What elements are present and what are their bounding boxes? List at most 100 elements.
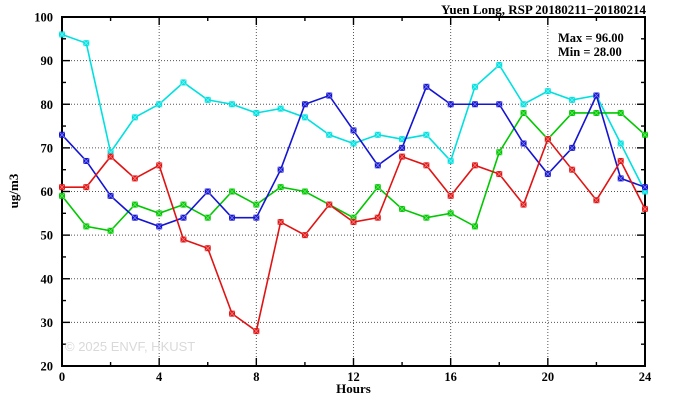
series-green-marker-cross [641,131,649,139]
series-red-marker-cross [180,236,187,243]
series-blue-marker [569,144,576,151]
y-tick-label: 20 [41,360,54,374]
series-red-marker-cross [228,310,236,317]
series-blue-marker-cross [617,175,624,182]
series-red-marker-cross [568,166,576,173]
series-cyan-marker-cross [83,39,90,47]
series-blue-marker-cross [253,214,260,221]
series-green-marker [83,223,90,230]
series-green-marker [350,214,357,221]
series-cyan-marker [301,114,308,121]
series-cyan-marker [569,96,576,103]
series-blue-marker [350,127,357,134]
series-cyan-marker-cross [520,100,527,108]
series-green-marker-cross [253,201,260,208]
series-red-marker [447,192,454,199]
series-cyan-marker-cross [180,79,187,86]
series-green-marker-cross [204,214,212,221]
series-green-marker [156,210,163,217]
x-tick-label: 12 [347,370,360,384]
series-blue-marker-cross [107,192,114,200]
series-blue-marker-cross [58,131,66,139]
y-tick-label: 40 [41,272,54,286]
x-tick-label: 24 [639,370,652,384]
series-cyan-marker [520,101,527,108]
series-green-marker [447,210,454,217]
series-cyan-marker [471,83,478,90]
series-red-marker-cross [204,244,212,252]
series-blue-marker-cross [471,100,479,108]
min-value-label: Min = 28.00 [558,45,622,59]
series-blue-marker [229,214,236,221]
series-blue-marker-cross [301,100,309,108]
series-blue-marker-cross [155,223,163,230]
series-cyan-marker [229,101,236,108]
series-green-marker-cross [471,223,479,230]
series-cyan-marker [544,88,551,95]
series-blue-marker-cross [568,144,576,152]
series-red-marker-cross [520,201,527,208]
series-red-marker-cross [83,183,90,191]
series-blue-marker-cross [228,214,236,221]
series-cyan-marker [180,79,187,86]
series-cyan-marker [107,149,114,156]
series-blue-marker [83,157,90,164]
series-green-marker-cross [447,210,454,217]
series-blue-marker [399,144,406,151]
series-cyan-marker [399,136,406,143]
series-green-marker-cross [423,214,430,221]
series-green-marker-cross [617,109,624,117]
series-red-marker-cross [423,162,430,169]
x-tick-label: 0 [59,370,65,384]
y-tick-label: 60 [41,185,54,199]
series-red-marker-cross [471,162,479,169]
series-green-marker [277,184,284,191]
y-tick-label: 80 [41,98,54,112]
series-green-marker-cross [593,109,600,117]
series-cyan-marker-cross [253,109,260,117]
series-cyan-marker [59,31,65,38]
series-red-marker [301,232,308,239]
series-green-marker-cross [228,188,236,195]
y-tick-label: 70 [41,141,54,155]
series-green-marker [229,188,236,195]
series-cyan-marker [496,61,503,68]
series-blue-marker [253,214,260,221]
series-blue-marker-cross [277,166,284,173]
series-cyan-marker [131,114,138,121]
series-blue-marker [204,188,211,195]
chart-title: Yuen Long, RSP 20180211−20180214 [441,2,646,17]
series-red-marker [544,136,551,143]
series-blue-marker-cross [495,100,503,108]
series-red-marker [374,214,381,221]
series-blue-marker [520,140,527,147]
series-red-marker-cross [641,205,649,213]
series-blue-marker [423,83,430,90]
series-cyan-marker-cross [58,31,66,38]
series-cyan-marker-cross [350,140,357,147]
series-red-marker [642,205,648,212]
series-green-marker [180,201,187,208]
series-green-marker [131,201,138,208]
series-blue-marker [593,92,600,99]
series-green-marker-cross [374,183,382,191]
series-green-marker [496,149,503,156]
series-red-marker-cross [325,201,333,208]
series-cyan-marker-cross [374,131,382,139]
series-red-marker [229,310,236,317]
series-blue-marker-cross [204,188,212,195]
watermark: © 2025 ENVF, HKUST [65,339,196,354]
series-cyan-marker-cross [495,61,503,69]
series-green-marker-cross [398,205,406,213]
series-green-marker [374,184,381,191]
series-blue-marker [131,214,138,221]
series-red-marker [277,219,284,226]
series-cyan-marker [350,140,357,147]
series-blue-marker [156,223,163,230]
series-cyan-marker-cross [301,114,309,121]
series-blue-marker [617,175,624,182]
series-red-marker-cross [495,170,503,178]
series-red-marker [593,197,600,204]
series-blue-marker [180,214,187,221]
series-red-marker [83,184,90,191]
